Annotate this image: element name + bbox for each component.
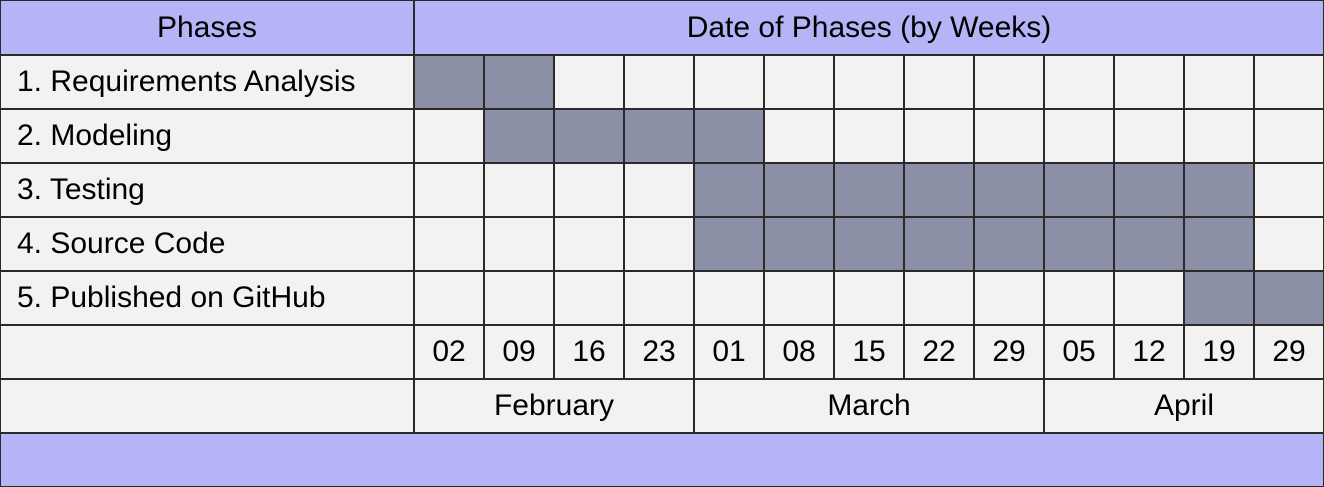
week-tick-label: 05 — [1044, 325, 1114, 379]
gantt-empty-cell — [1044, 109, 1114, 163]
gantt-bar-segment — [694, 109, 764, 163]
gantt-empty-cell — [904, 109, 974, 163]
gantt-empty-cell — [554, 217, 624, 271]
gantt-bar-segment — [624, 109, 694, 163]
gantt-bar-segment — [694, 217, 764, 271]
week-tick-label: 29 — [1254, 325, 1324, 379]
month-label: February — [414, 379, 694, 433]
gantt-empty-cell — [1114, 109, 1184, 163]
phase-label: 4. Source Code — [0, 217, 414, 271]
gantt-empty-cell — [1184, 55, 1254, 109]
gantt-empty-cell — [694, 271, 764, 325]
week-tick-label: 09 — [484, 325, 554, 379]
week-tick-label: 01 — [694, 325, 764, 379]
gantt-empty-cell — [1114, 55, 1184, 109]
gantt-empty-cell — [554, 163, 624, 217]
gantt-empty-cell — [1044, 55, 1114, 109]
dates-header: Date of Phases (by Weeks) — [414, 0, 1324, 55]
phases-header: Phases — [0, 0, 414, 55]
gantt-empty-cell — [1184, 109, 1254, 163]
gantt-bar-segment — [764, 163, 834, 217]
week-tick-label: 15 — [834, 325, 904, 379]
gantt-empty-cell — [414, 109, 484, 163]
gantt-empty-cell — [624, 163, 694, 217]
week-tick-label: 12 — [1114, 325, 1184, 379]
gantt-empty-cell — [904, 271, 974, 325]
gantt-bar-segment — [694, 163, 764, 217]
gantt-empty-cell — [694, 55, 764, 109]
gantt-empty-cell — [974, 271, 1044, 325]
gantt-empty-cell — [624, 217, 694, 271]
gantt-empty-cell — [554, 55, 624, 109]
gantt-bar-segment — [974, 163, 1044, 217]
gantt-empty-cell — [834, 271, 904, 325]
gantt-empty-cell — [904, 55, 974, 109]
gantt-bar-segment — [764, 217, 834, 271]
gantt-empty-cell — [414, 217, 484, 271]
week-tick-label: 29 — [974, 325, 1044, 379]
gantt-bar-segment — [554, 109, 624, 163]
gantt-bar-segment — [1044, 163, 1114, 217]
month-label: April — [1044, 379, 1324, 433]
week-tick-label: 16 — [554, 325, 624, 379]
gantt-empty-cell — [974, 55, 1044, 109]
gantt-bar-segment — [1254, 271, 1324, 325]
gantt-bar-segment — [414, 55, 484, 109]
gantt-bar-segment — [1184, 271, 1254, 325]
phase-label: 3. Testing — [0, 163, 414, 217]
gantt-bar-segment — [484, 109, 554, 163]
gantt-bar-segment — [484, 55, 554, 109]
gantt-empty-cell — [484, 163, 554, 217]
gantt-empty-cell — [974, 109, 1044, 163]
gantt-empty-cell — [1044, 271, 1114, 325]
gantt-empty-cell — [414, 271, 484, 325]
gantt-bar-segment — [974, 217, 1044, 271]
week-row-label-blank — [0, 325, 414, 379]
gantt-empty-cell — [834, 109, 904, 163]
gantt-empty-cell — [414, 163, 484, 217]
gantt-empty-cell — [764, 109, 834, 163]
gantt-empty-cell — [764, 55, 834, 109]
gantt-empty-cell — [554, 271, 624, 325]
footer-band — [0, 433, 1324, 487]
gantt-bar-segment — [1044, 217, 1114, 271]
gantt-empty-cell — [1254, 109, 1324, 163]
gantt-bar-segment — [1184, 217, 1254, 271]
gantt-empty-cell — [1114, 271, 1184, 325]
gantt-bar-segment — [1114, 163, 1184, 217]
gantt-empty-cell — [1254, 163, 1324, 217]
gantt-empty-cell — [834, 55, 904, 109]
gantt-bar-segment — [834, 217, 904, 271]
gantt-bar-segment — [1184, 163, 1254, 217]
gantt-empty-cell — [624, 271, 694, 325]
gantt-bar-segment — [904, 163, 974, 217]
gantt-bar-segment — [1114, 217, 1184, 271]
gantt-empty-cell — [1254, 55, 1324, 109]
gantt-bar-segment — [834, 163, 904, 217]
month-label: March — [694, 379, 1044, 433]
month-row-label-blank — [0, 379, 414, 433]
phase-label: 2. Modeling — [0, 109, 414, 163]
week-tick-label: 23 — [624, 325, 694, 379]
gantt-empty-cell — [624, 55, 694, 109]
gantt-empty-cell — [764, 271, 834, 325]
gantt-empty-cell — [484, 217, 554, 271]
phase-label: 1. Requirements Analysis — [0, 55, 414, 109]
week-tick-label: 22 — [904, 325, 974, 379]
gantt-bar-segment — [904, 217, 974, 271]
phase-label: 5. Published on GitHub — [0, 271, 414, 325]
week-tick-label: 02 — [414, 325, 484, 379]
gantt-empty-cell — [484, 271, 554, 325]
week-tick-label: 19 — [1184, 325, 1254, 379]
week-tick-label: 08 — [764, 325, 834, 379]
gantt-empty-cell — [1254, 217, 1324, 271]
